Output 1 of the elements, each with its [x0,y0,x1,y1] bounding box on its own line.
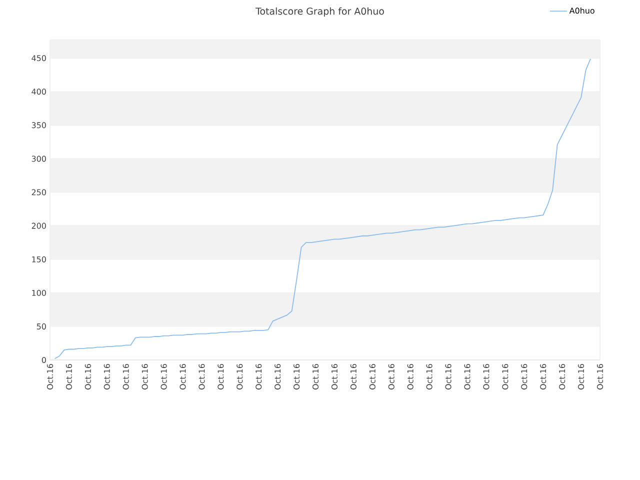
chart-title: Totalscore Graph for A0huo [256,7,384,17]
